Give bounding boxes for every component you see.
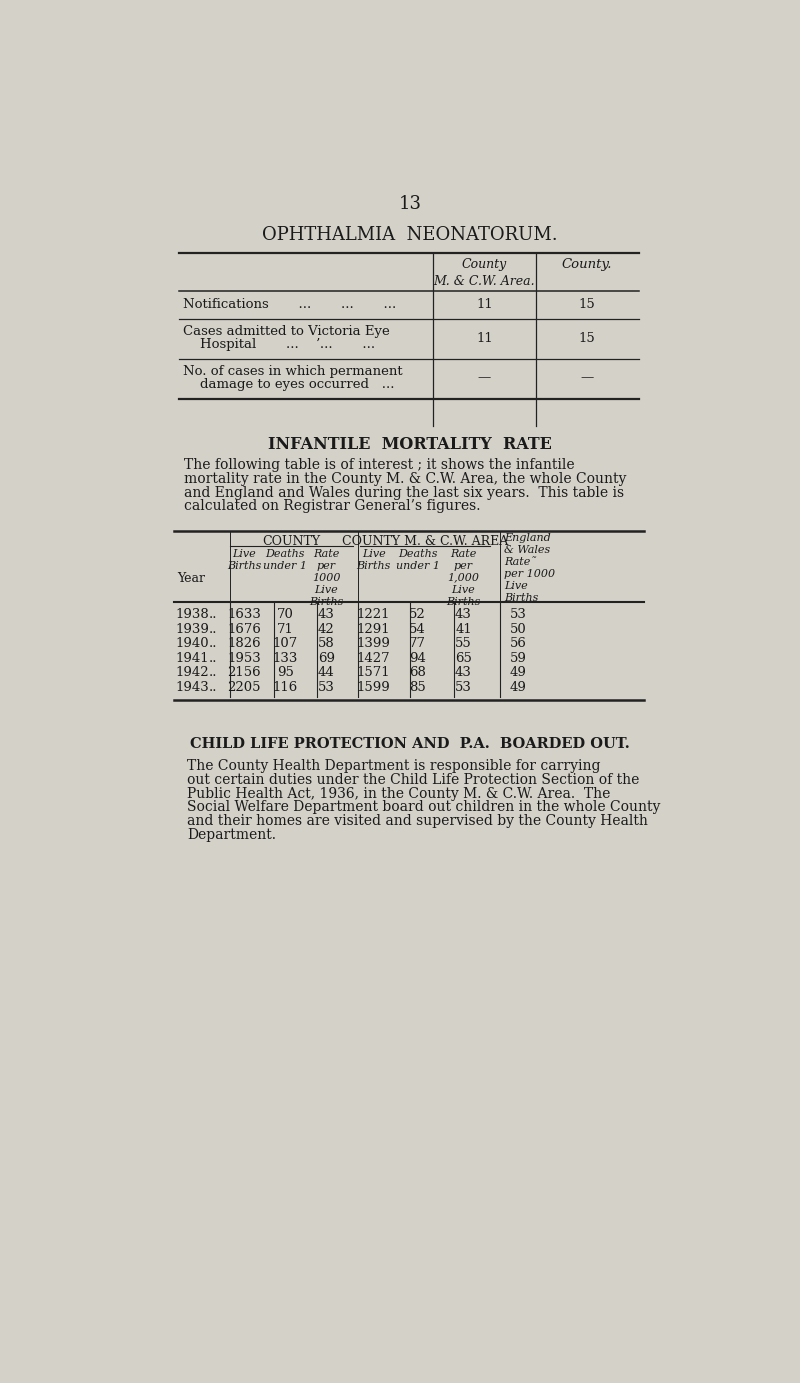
Text: 1953: 1953 [227,651,261,665]
Text: ..: .. [209,680,217,694]
Text: 11: 11 [476,297,493,311]
Text: 54: 54 [410,622,426,636]
Text: 1291: 1291 [357,622,390,636]
Text: ..: .. [209,651,217,665]
Text: and their homes are visited and supervised by the County Health: and their homes are visited and supervis… [187,815,648,828]
Text: Rate
per
1,000
Live
Births: Rate per 1,000 Live Births [446,549,481,607]
Text: COUNTY: COUNTY [262,535,321,548]
Text: 42: 42 [318,622,334,636]
Text: 59: 59 [510,651,527,665]
Text: ..: .. [209,622,217,636]
Text: 1599: 1599 [357,680,390,694]
Text: 43: 43 [318,609,334,621]
Text: Year: Year [178,571,206,585]
Text: No. of cases in which permanent: No. of cases in which permanent [183,365,402,379]
Text: 77: 77 [410,638,426,650]
Text: Live
Births: Live Births [227,549,262,571]
Text: 2205: 2205 [227,680,261,694]
Text: 53: 53 [455,680,472,694]
Text: —: — [478,372,491,384]
Text: 50: 50 [510,622,527,636]
Text: Notifications       ...       ...       ...: Notifications ... ... ... [183,297,396,311]
Text: 1942: 1942 [175,667,209,679]
Text: 1943: 1943 [175,680,209,694]
Text: Hospital       ...    ʼ...       ...: Hospital ... ʼ... ... [183,339,375,351]
Text: 1941: 1941 [175,651,209,665]
Text: COUNTY M. & C.W. AREA: COUNTY M. & C.W. AREA [342,535,508,548]
Text: 53: 53 [510,609,527,621]
Text: Deaths
under 1: Deaths under 1 [396,549,440,571]
Text: Cases admitted to Victoria Eye: Cases admitted to Victoria Eye [183,325,390,339]
Text: out certain duties under the Child Life Protection Section of the: out certain duties under the Child Life … [187,773,639,787]
Text: Rate
per
1000
Live
Births: Rate per 1000 Live Births [309,549,343,607]
Text: 1940: 1940 [175,638,209,650]
Text: 1826: 1826 [227,638,261,650]
Text: 85: 85 [410,680,426,694]
Text: INFANTILE  MORTALITY  RATE: INFANTILE MORTALITY RATE [268,436,552,454]
Text: ..: .. [209,609,217,621]
Text: CHILD LIFE PROTECTION AND  P.A.  BOARDED OUT.: CHILD LIFE PROTECTION AND P.A. BOARDED O… [190,737,630,751]
Text: 58: 58 [318,638,334,650]
Text: 1633: 1633 [227,609,261,621]
Text: 1427: 1427 [357,651,390,665]
Text: 116: 116 [273,680,298,694]
Text: 70: 70 [277,609,294,621]
Text: 107: 107 [273,638,298,650]
Text: OPHTHALMIA  NEONATORUM.: OPHTHALMIA NEONATORUM. [262,225,558,243]
Text: 65: 65 [455,651,472,665]
Text: The County Health Department is responsible for carrying: The County Health Department is responsi… [187,759,600,773]
Text: —: — [581,372,594,384]
Text: 1676: 1676 [227,622,261,636]
Text: 43: 43 [455,667,472,679]
Text: 71: 71 [277,622,294,636]
Text: England
& Wales
Rate˜
per 1000
Live
Births: England & Wales Rate˜ per 1000 Live Birt… [504,534,555,603]
Text: 133: 133 [273,651,298,665]
Text: 49: 49 [510,680,527,694]
Text: 15: 15 [578,297,595,311]
Text: 68: 68 [410,667,426,679]
Text: 1939: 1939 [175,622,209,636]
Text: County.: County. [562,257,612,271]
Text: Public Health Act, 1936, in the County M. & C.W. Area.  The: Public Health Act, 1936, in the County M… [187,787,610,801]
Text: County
M. & C.W. Area.: County M. & C.W. Area. [434,257,535,288]
Text: calculated on Registrar General’s figures.: calculated on Registrar General’s figure… [184,499,480,513]
Text: ..: .. [209,667,217,679]
Text: 2156: 2156 [227,667,261,679]
Text: ..: .. [209,638,217,650]
Text: 15: 15 [578,332,595,344]
Text: 52: 52 [410,609,426,621]
Text: 1571: 1571 [357,667,390,679]
Text: 41: 41 [455,622,472,636]
Text: 44: 44 [318,667,334,679]
Text: 1221: 1221 [357,609,390,621]
Text: and England and Wales during the last six years.  This table is: and England and Wales during the last si… [184,485,624,499]
Text: 55: 55 [455,638,472,650]
Text: 43: 43 [455,609,472,621]
Text: 95: 95 [277,667,294,679]
Text: 49: 49 [510,667,527,679]
Text: damage to eyes occurred   ...: damage to eyes occurred ... [183,379,394,391]
Text: 56: 56 [510,638,527,650]
Text: 94: 94 [410,651,426,665]
Text: 69: 69 [318,651,335,665]
Text: 1938: 1938 [175,609,209,621]
Text: 53: 53 [318,680,334,694]
Text: Deaths
under 1: Deaths under 1 [263,549,307,571]
Text: 13: 13 [398,195,422,213]
Text: Social Welfare Department board out children in the whole County: Social Welfare Department board out chil… [187,801,660,815]
Text: Department.: Department. [187,828,276,842]
Text: The following table is of interest ; it shows the infantile: The following table is of interest ; it … [184,458,574,472]
Text: mortality rate in the County M. & C.W. Area, the whole County: mortality rate in the County M. & C.W. A… [184,472,626,485]
Text: Live
Births: Live Births [356,549,390,571]
Text: 11: 11 [476,332,493,344]
Text: 1399: 1399 [357,638,390,650]
